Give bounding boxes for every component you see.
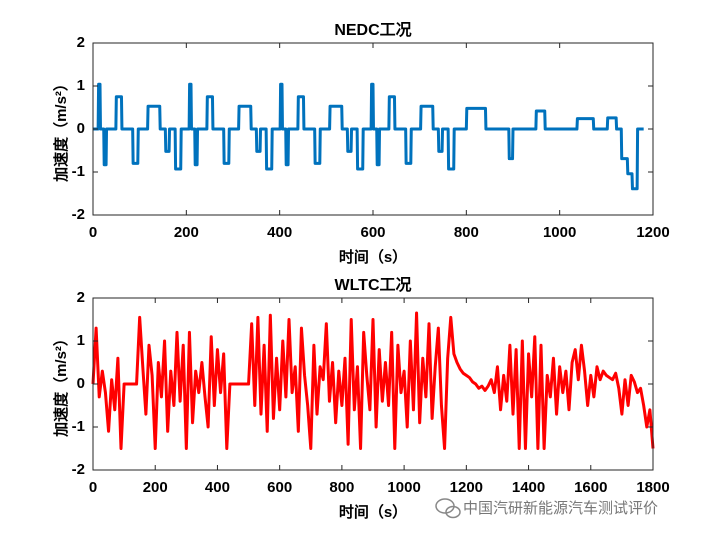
x-tick-label: 800 — [329, 479, 354, 496]
x-tick-label: 1000 — [387, 479, 420, 496]
x-tick-label: 1800 — [636, 479, 669, 496]
y-tick-label: -1 — [72, 418, 85, 435]
y-tick-label: 1 — [77, 332, 85, 349]
x-tick-label: 1400 — [512, 479, 545, 496]
data-line — [93, 82, 644, 191]
y-tick-label: 2 — [77, 34, 85, 51]
watermark: 中国汽研新能源汽车测试评价 — [463, 500, 658, 517]
y-tick-label: 1 — [77, 77, 85, 94]
data-line — [91, 311, 655, 450]
y-axis-label: 加速度（m/s²） — [52, 76, 70, 183]
x-tick-label: 1200 — [636, 224, 669, 241]
x-tick-label: 200 — [174, 224, 199, 241]
y-tick-label: 0 — [77, 120, 85, 137]
x-tick-label: 0 — [89, 479, 97, 496]
x-tick-label: 1600 — [574, 479, 607, 496]
x-tick-label: 600 — [360, 224, 385, 241]
y-tick-label: -2 — [72, 461, 85, 478]
chart-title: NEDC工况 — [334, 21, 411, 39]
y-axis-label: 加速度（m/s²） — [52, 331, 70, 438]
x-tick-label: 1200 — [450, 479, 483, 496]
x-axis-label: 时间（s） — [339, 503, 407, 521]
x-axis-label: 时间（s） — [339, 248, 407, 266]
chart-title: WLTC工况 — [334, 276, 411, 294]
y-tick-label: -1 — [72, 163, 85, 180]
watermark-icon — [435, 498, 461, 519]
y-tick-label: 0 — [77, 375, 85, 392]
x-tick-label: 1000 — [543, 224, 576, 241]
x-tick-label: 200 — [143, 479, 168, 496]
x-tick-label: 600 — [267, 479, 292, 496]
y-tick-label: -2 — [72, 206, 85, 223]
x-tick-label: 800 — [454, 224, 479, 241]
x-tick-label: 400 — [205, 479, 230, 496]
y-tick-label: 2 — [77, 289, 85, 306]
x-tick-label: 0 — [89, 224, 97, 241]
x-tick-label: 400 — [267, 224, 292, 241]
